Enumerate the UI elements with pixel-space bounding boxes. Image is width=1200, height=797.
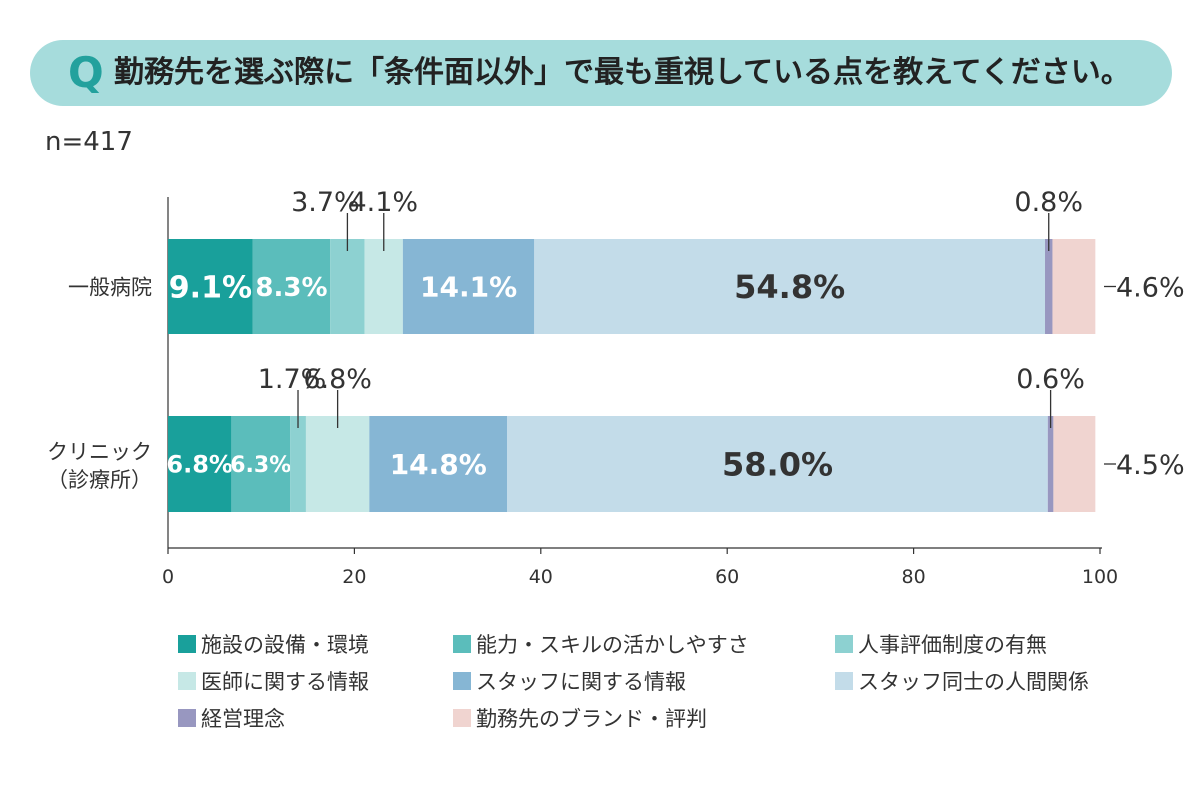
legend-label: 能力・スキルの活かしやすさ: [476, 629, 749, 659]
data-label: 0.6%: [1016, 364, 1085, 395]
bar-segment: [330, 239, 364, 334]
legend-label: 経営理念: [201, 703, 285, 733]
stacked-bar-chart: 020406080100一般病院クリニック（診療所）9.1%8.3%3.7%4.…: [0, 0, 1200, 600]
legend-item: 人事評価制度の有無: [835, 630, 1135, 658]
data-label: 14.1%: [420, 271, 517, 304]
legend-label: 人事評価制度の有無: [858, 629, 1047, 659]
legend-label: スタッフ同士の人間関係: [858, 666, 1089, 696]
legend-item: 勤務先のブランド・評判: [453, 704, 835, 732]
bar-segment: [1053, 416, 1095, 512]
legend-item: 医師に関する情報: [178, 667, 453, 695]
legend-label: 施設の設備・環境: [201, 629, 369, 659]
legend-item: 経営理念: [178, 704, 453, 732]
legend-swatch: [453, 672, 471, 690]
legend-item: 施設の設備・環境: [178, 630, 453, 658]
x-tick-label: 20: [342, 566, 366, 588]
data-label: 4.6%: [1116, 273, 1185, 304]
bar-segment: [290, 416, 306, 512]
legend-swatch: [453, 635, 471, 653]
legend-item: スタッフに関する情報: [453, 667, 835, 695]
category-label: クリニック: [47, 440, 152, 464]
data-label: 0.8%: [1014, 187, 1083, 218]
data-label: 4.1%: [349, 187, 418, 218]
legend-swatch: [453, 709, 471, 727]
category-label: （診療所）: [47, 468, 152, 492]
legend-label: 医師に関する情報: [201, 666, 369, 696]
x-tick-label: 100: [1082, 566, 1118, 588]
chart-legend: 施設の設備・環境 能力・スキルの活かしやすさ 人事評価制度の有無医師に関する情報 スタ…: [178, 630, 1158, 732]
data-label: 58.0%: [722, 446, 833, 484]
category-label: 一般病院: [68, 276, 152, 300]
legend-swatch: [835, 635, 853, 653]
data-label: 54.8%: [734, 268, 845, 306]
x-tick-label: 80: [902, 566, 926, 588]
data-label: 4.5%: [1116, 450, 1185, 481]
data-label: 8.3%: [255, 273, 327, 303]
bar-segment: [306, 416, 369, 512]
bar-segment: [1052, 239, 1095, 334]
bar-segment: [1045, 239, 1052, 334]
legend-item: 能力・スキルの活かしやすさ: [453, 630, 835, 658]
legend-swatch: [178, 709, 196, 727]
bar-segment: [1048, 416, 1054, 512]
legend-label: スタッフに関する情報: [476, 666, 686, 696]
x-tick-label: 60: [715, 566, 739, 588]
x-tick-label: 40: [529, 566, 553, 588]
legend-swatch: [178, 672, 196, 690]
legend-swatch: [835, 672, 853, 690]
x-tick-label: 0: [162, 566, 174, 588]
bar-segment: [365, 239, 403, 334]
legend-label: 勤務先のブランド・評判: [476, 703, 707, 733]
legend-swatch: [178, 635, 196, 653]
data-label: 14.8%: [390, 448, 487, 481]
data-label: 6.3%: [230, 453, 291, 478]
data-label: 6.8%: [303, 364, 372, 395]
data-label: 9.1%: [169, 270, 252, 305]
legend-item: スタッフ同士の人間関係: [835, 667, 1135, 695]
data-label: 6.8%: [166, 451, 233, 479]
